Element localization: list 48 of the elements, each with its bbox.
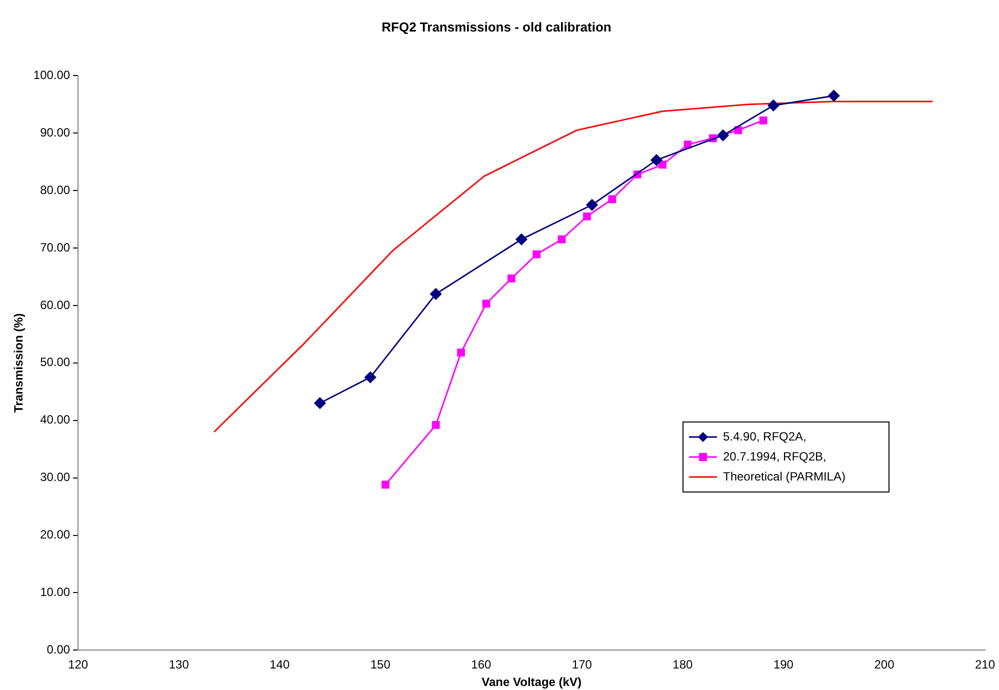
point <box>658 160 666 169</box>
point <box>507 274 516 282</box>
y-tick-label: 30.00 <box>40 470 70 484</box>
y-tick-label: 50.00 <box>40 355 70 370</box>
legend-label: Theoretical (PARMILA) <box>723 469 846 484</box>
point <box>650 154 662 166</box>
point <box>314 397 326 409</box>
point <box>457 348 465 356</box>
y-axis-title: Transmission (%) <box>12 313 26 413</box>
point <box>432 421 440 429</box>
y-tick-label: 80.00 <box>40 182 70 197</box>
y-tick-label: 70.00 <box>40 240 70 254</box>
point <box>684 140 692 148</box>
point <box>382 480 390 489</box>
point <box>586 199 598 211</box>
legend-label: 20.7.1994, RFQ2B, <box>723 449 826 464</box>
x-tick-label: 150 <box>370 658 391 672</box>
y-tick-label: 90.00 <box>40 125 70 140</box>
point <box>759 116 768 124</box>
x-tick-label: 180 <box>672 658 694 672</box>
x-tick-label: 140 <box>270 658 290 672</box>
y-tick-label: 60.00 <box>40 298 70 312</box>
point <box>828 90 840 102</box>
chart-title: RFQ2 Transmissions - old calibration <box>382 19 612 34</box>
x-tick-label: 210 <box>974 658 996 672</box>
point <box>717 130 729 142</box>
x-tick-label: 160 <box>471 658 492 672</box>
point <box>608 195 616 204</box>
point <box>558 235 566 244</box>
legend-label: 5.4.90, RFQ2A, <box>723 429 806 444</box>
point <box>482 300 490 308</box>
x-tick-label: 200 <box>874 658 895 672</box>
x-tick-label: 130 <box>168 658 190 672</box>
point <box>364 372 376 384</box>
point <box>583 212 591 220</box>
point <box>532 250 541 258</box>
y-tick-label: 0.00 <box>46 642 70 657</box>
x-tick-label: 190 <box>773 658 794 672</box>
y-tick-label: 20.00 <box>40 528 70 542</box>
y-tick-label: 100.00 <box>33 68 70 82</box>
point <box>768 100 780 112</box>
point <box>516 234 528 246</box>
x-tick-label: 120 <box>68 658 88 672</box>
point <box>430 288 442 300</box>
y-tick-label: 10.00 <box>40 585 70 600</box>
x-tick-label: 170 <box>572 658 592 672</box>
y-tick-label: 40.00 <box>40 412 70 427</box>
x-axis-title: Vane Voltage (kV) <box>482 675 582 690</box>
